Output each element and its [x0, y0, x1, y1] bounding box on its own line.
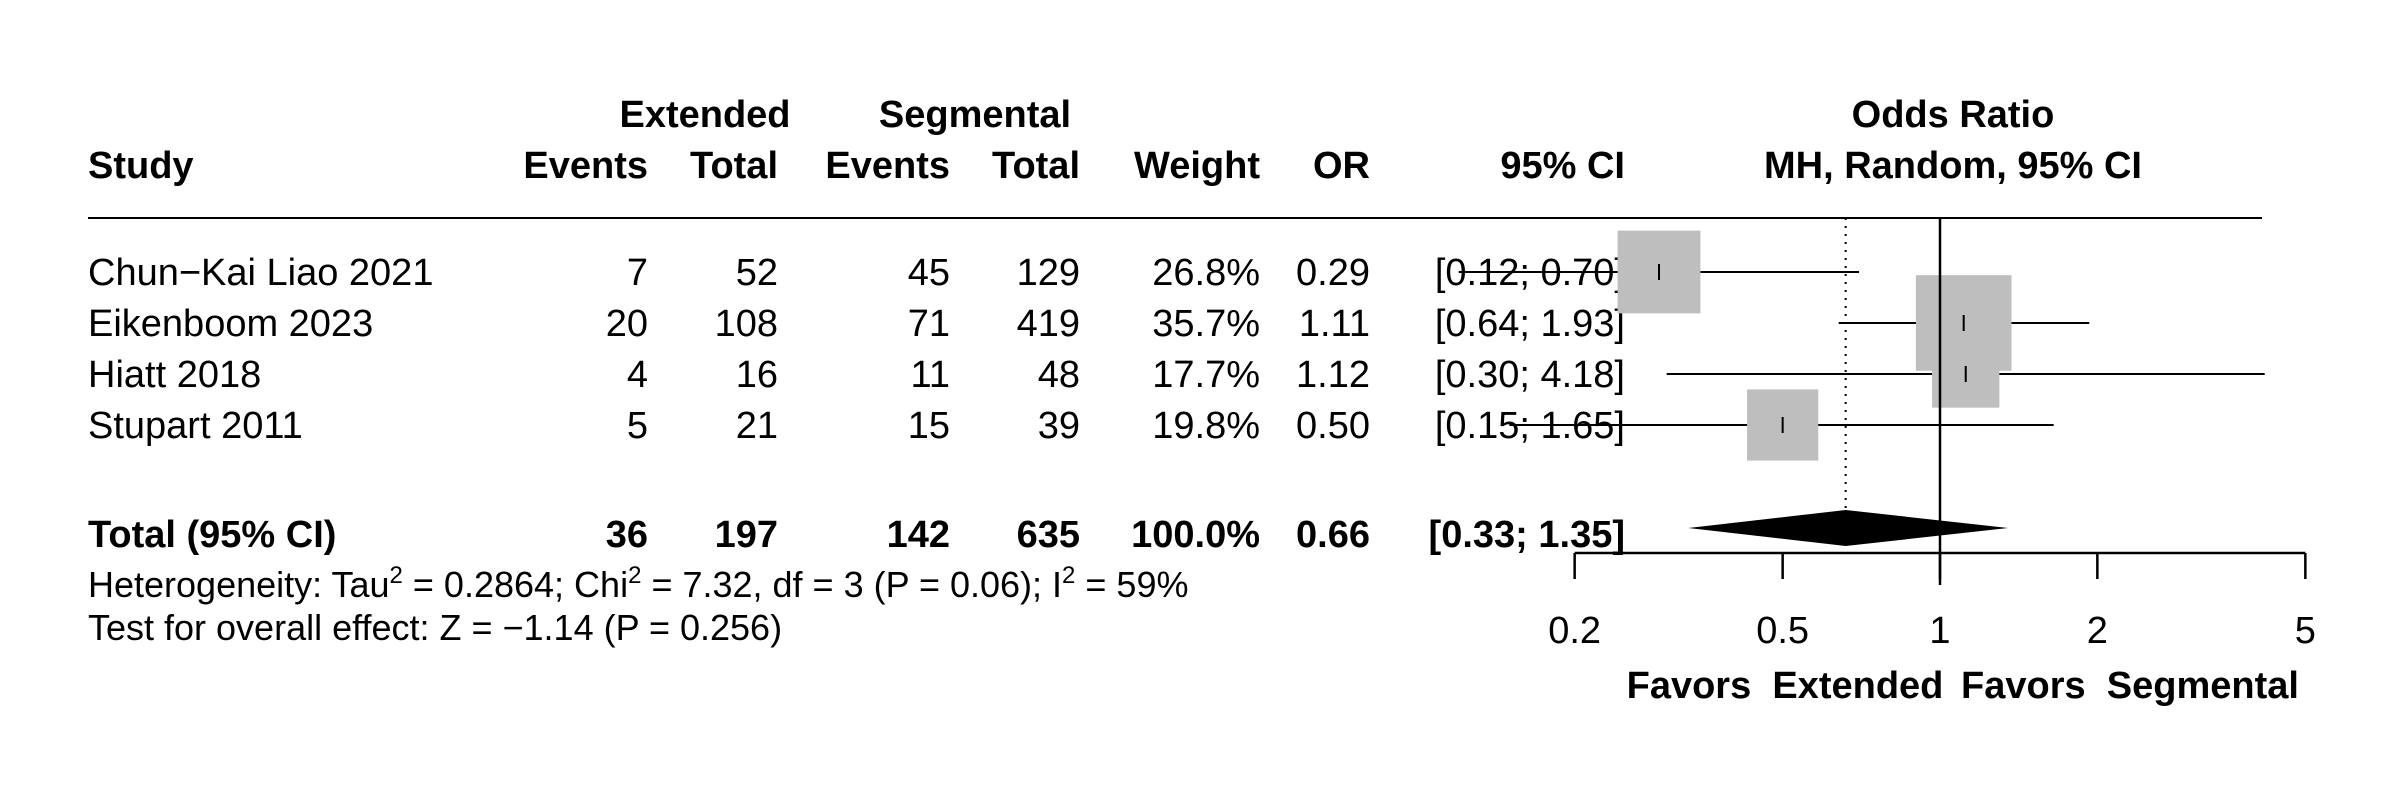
study-row: Hiatt 2018 4 16 11 48 17.7% 1.12 [0.30; 4.18]: [88, 354, 1625, 396]
or-header: OR: [1313, 145, 1370, 187]
x-tick-label: 0.5: [1756, 610, 1809, 652]
study-ci: [0.64; 1.93]: [1435, 303, 1625, 345]
total-row: Total (95% CI) 36 197 142 635 100.0% 0.6…: [88, 514, 1625, 556]
total1-header: Total: [690, 145, 778, 187]
study-e2: 11: [911, 354, 950, 396]
ci-header: 95% CI: [1500, 145, 1625, 187]
study-rows: Chun−Kai Liao 2021 7 52 45 129 26.8% 0.29 [0.12…: [88, 252, 1625, 447]
study-weight: 35.7%: [1152, 303, 1260, 345]
study-e1: 5: [627, 405, 648, 447]
total-or: 0.66: [1296, 514, 1370, 556]
study-e2: 71: [908, 303, 950, 345]
study-or: 1.12: [1296, 354, 1370, 396]
study-n1: 108: [715, 303, 778, 345]
study-e2: 45: [908, 252, 950, 294]
study-n2: 419: [1017, 303, 1080, 345]
study-weight: 19.8%: [1152, 405, 1260, 447]
study-weight: 17.7%: [1152, 354, 1260, 396]
x-tick-label: 1: [1929, 610, 1950, 652]
x-tick-label: 2: [2087, 610, 2108, 652]
heterogeneity-text: Heterogeneity: Tau2 = 0.2864; Chi2 = 7.3…: [88, 562, 1189, 605]
study-n1: 21: [736, 405, 778, 447]
plot-title: Odds Ratio: [1852, 94, 2055, 136]
study-e1: 4: [627, 354, 648, 396]
pooled-diamond: [1688, 510, 2009, 546]
study-e1: 20: [606, 303, 648, 345]
study-weight: 26.8%: [1152, 252, 1260, 294]
study-or: 0.50: [1296, 405, 1370, 447]
study-row: Stupart 2011 5 21 15 39 19.8% 0.50 [0.15; 1.65]: [88, 405, 1625, 447]
weight-header: Weight: [1134, 145, 1260, 187]
x-tick-label: 5: [2295, 610, 2316, 652]
total-events1: 36: [606, 514, 648, 556]
total2-header: Total: [992, 145, 1080, 187]
favors-right-label: Favors Segmental: [1961, 665, 2299, 707]
total-total2: 635: [1017, 514, 1080, 556]
favors-left-label: Favors Extended: [1627, 665, 1944, 707]
total-ci: [0.33; 1.35]: [1429, 514, 1625, 556]
x-axis: 0.2 0.5 1 2 5: [1548, 551, 2316, 652]
study-or: 0.29: [1296, 252, 1370, 294]
study-ci: [0.30; 4.18]: [1435, 354, 1625, 396]
study-n2: 48: [1038, 354, 1080, 396]
study-name: Eikenboom 2023: [88, 303, 373, 345]
total-events2: 142: [887, 514, 950, 556]
events1-header: Events: [523, 145, 648, 187]
group1-header: Extended: [619, 94, 790, 136]
overall-effect-text: Test for overall effect: Z = −1.14 (P = …: [88, 607, 782, 648]
study-n2: 39: [1038, 405, 1080, 447]
x-tick-label: 0.2: [1548, 610, 1601, 652]
group2-header: Segmental: [879, 94, 1071, 136]
study-n1: 16: [736, 354, 778, 396]
total-weight: 100.0%: [1131, 514, 1260, 556]
study-name: Chun−Kai Liao 2021: [88, 252, 433, 294]
study-header: Study: [88, 145, 194, 187]
study-or: 1.11: [1299, 303, 1370, 345]
study-e1: 7: [627, 252, 648, 294]
study-row: Chun−Kai Liao 2021 7 52 45 129 26.8% 0.29 [0.12…: [88, 252, 1625, 294]
study-name: Stupart 2011: [88, 405, 303, 447]
study-name: Hiatt 2018: [88, 354, 261, 396]
total-total1: 197: [715, 514, 778, 556]
total-label: Total (95% CI): [88, 514, 336, 556]
study-row: Eikenboom 2023 20 108 71 419 35.7% 1.11 [0.64; …: [88, 303, 1625, 345]
study-e2: 15: [908, 405, 950, 447]
study-n2: 129: [1017, 252, 1080, 294]
events2-header: Events: [825, 145, 950, 187]
forest-marks: [1458, 218, 2265, 585]
study-n1: 52: [736, 252, 778, 294]
plot-subtitle: MH, Random, 95% CI: [1764, 145, 2142, 187]
